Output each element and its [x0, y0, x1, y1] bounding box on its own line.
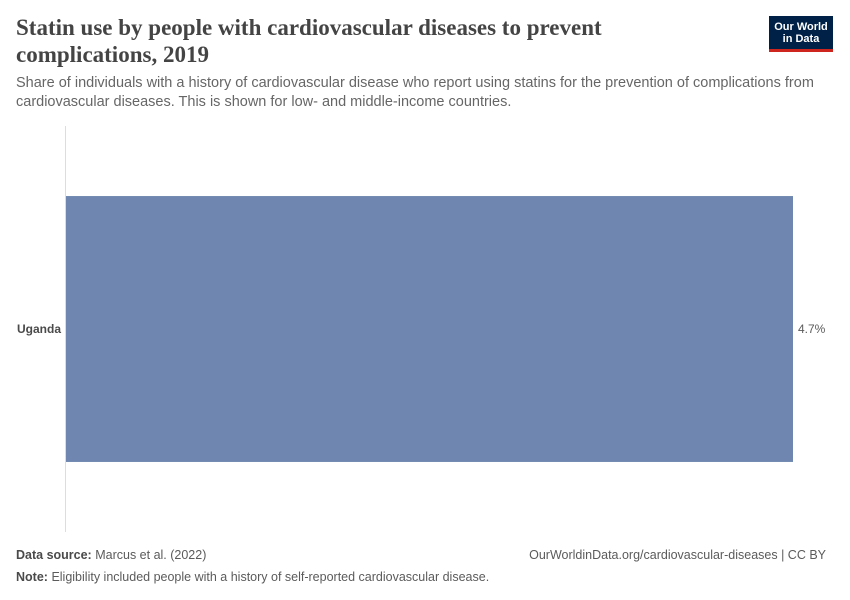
value-label: 4.7%: [798, 322, 826, 336]
chart-subtitle: Share of individuals with a history of c…: [16, 75, 814, 110]
bar-uganda[interactable]: [66, 196, 793, 462]
logo-line-2: in Data: [782, 32, 820, 45]
logo-line-1: Our World: [774, 20, 828, 33]
owid-logo[interactable]: Our World in Data: [769, 16, 833, 52]
source-url[interactable]: OurWorldinData.org/cardiovascular-diseas…: [529, 548, 826, 562]
category-label: Uganda: [17, 322, 61, 336]
data-source: Data source: Marcus et al. (2022): [16, 548, 206, 562]
chart-note: Note: Eligibility included people with a…: [16, 570, 489, 584]
bars-group: Uganda 4.7%: [17, 196, 826, 462]
data-source-label: Data source:: [16, 548, 92, 562]
chart-title: Statin use by people with cardiovascular…: [16, 15, 602, 67]
note-text: Eligibility included people with a histo…: [51, 570, 490, 584]
note-label: Note:: [16, 570, 48, 584]
data-source-text[interactable]: Marcus et al. (2022): [95, 548, 207, 562]
